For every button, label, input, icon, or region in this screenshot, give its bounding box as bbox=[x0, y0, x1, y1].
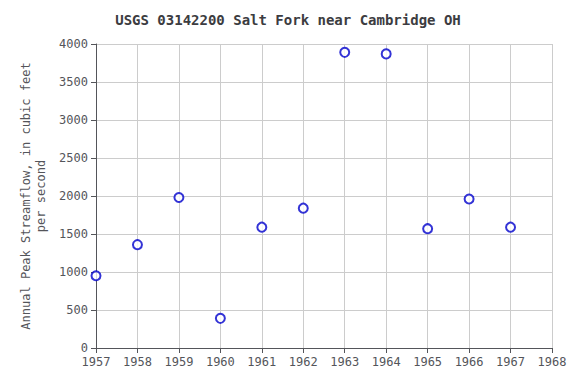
svg-text:500: 500 bbox=[66, 303, 88, 317]
svg-text:3000: 3000 bbox=[59, 113, 88, 127]
svg-text:1960: 1960 bbox=[206, 355, 235, 369]
svg-text:1961: 1961 bbox=[247, 355, 276, 369]
svg-text:2500: 2500 bbox=[59, 151, 88, 165]
svg-text:1962: 1962 bbox=[289, 355, 318, 369]
svg-text:per second: per second bbox=[34, 160, 48, 232]
svg-text:1000: 1000 bbox=[59, 265, 88, 279]
svg-text:1957: 1957 bbox=[82, 355, 111, 369]
svg-text:0: 0 bbox=[81, 341, 88, 355]
svg-text:1963: 1963 bbox=[330, 355, 359, 369]
svg-text:1500: 1500 bbox=[59, 227, 88, 241]
svg-text:1968: 1968 bbox=[538, 355, 567, 369]
svg-text:2000: 2000 bbox=[59, 189, 88, 203]
svg-text:1966: 1966 bbox=[455, 355, 484, 369]
svg-text:1959: 1959 bbox=[164, 355, 193, 369]
svg-text:Annual Peak Streamflow, in cub: Annual Peak Streamflow, in cubic feet bbox=[19, 62, 33, 329]
svg-text:USGS 03142200 Salt Fork near C: USGS 03142200 Salt Fork near Cambridge O… bbox=[115, 12, 461, 28]
svg-text:1967: 1967 bbox=[496, 355, 525, 369]
svg-text:1958: 1958 bbox=[123, 355, 152, 369]
svg-text:4000: 4000 bbox=[59, 37, 88, 51]
svg-text:3500: 3500 bbox=[59, 75, 88, 89]
svg-text:1965: 1965 bbox=[413, 355, 442, 369]
svg-text:1964: 1964 bbox=[372, 355, 401, 369]
